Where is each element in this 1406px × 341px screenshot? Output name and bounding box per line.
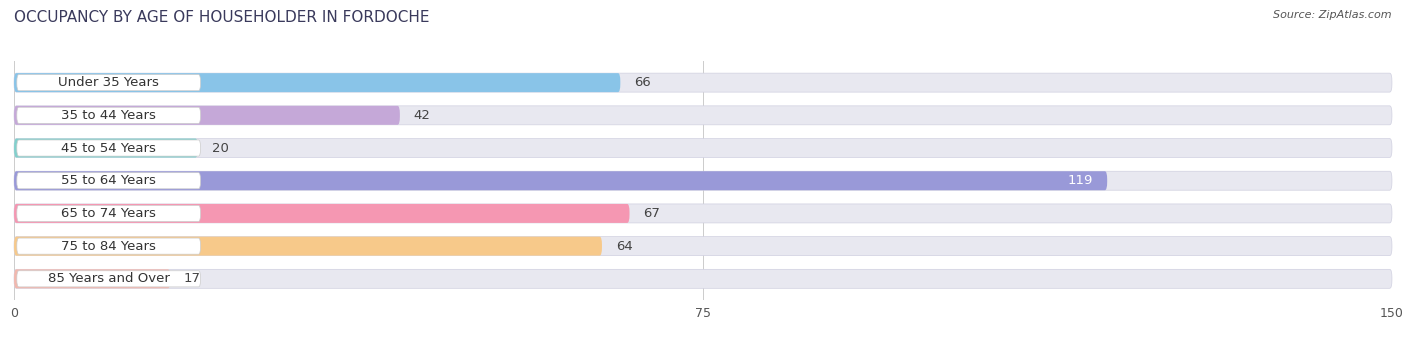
Text: 66: 66	[634, 76, 651, 89]
FancyBboxPatch shape	[17, 173, 201, 189]
FancyBboxPatch shape	[17, 271, 201, 287]
Text: 17: 17	[184, 272, 201, 285]
Text: Source: ZipAtlas.com: Source: ZipAtlas.com	[1274, 10, 1392, 20]
FancyBboxPatch shape	[17, 75, 201, 91]
Text: 85 Years and Over: 85 Years and Over	[48, 272, 170, 285]
Text: 64: 64	[616, 240, 633, 253]
FancyBboxPatch shape	[14, 204, 1392, 223]
FancyBboxPatch shape	[14, 73, 1392, 92]
FancyBboxPatch shape	[17, 140, 201, 156]
FancyBboxPatch shape	[14, 138, 1392, 158]
Text: 65 to 74 Years: 65 to 74 Years	[62, 207, 156, 220]
FancyBboxPatch shape	[17, 205, 201, 222]
Text: OCCUPANCY BY AGE OF HOUSEHOLDER IN FORDOCHE: OCCUPANCY BY AGE OF HOUSEHOLDER IN FORDO…	[14, 10, 430, 25]
Text: 45 to 54 Years: 45 to 54 Years	[62, 142, 156, 154]
Text: 119: 119	[1069, 174, 1094, 187]
FancyBboxPatch shape	[14, 138, 198, 158]
Text: 55 to 64 Years: 55 to 64 Years	[62, 174, 156, 187]
FancyBboxPatch shape	[14, 269, 170, 288]
FancyBboxPatch shape	[14, 204, 630, 223]
FancyBboxPatch shape	[14, 171, 1107, 190]
FancyBboxPatch shape	[14, 73, 620, 92]
Text: 20: 20	[211, 142, 228, 154]
FancyBboxPatch shape	[14, 106, 399, 125]
FancyBboxPatch shape	[14, 269, 1392, 288]
FancyBboxPatch shape	[17, 238, 201, 254]
Text: Under 35 Years: Under 35 Years	[58, 76, 159, 89]
Text: 75 to 84 Years: 75 to 84 Years	[62, 240, 156, 253]
FancyBboxPatch shape	[14, 237, 602, 256]
FancyBboxPatch shape	[14, 171, 1392, 190]
FancyBboxPatch shape	[17, 107, 201, 123]
Text: 35 to 44 Years: 35 to 44 Years	[62, 109, 156, 122]
Text: 42: 42	[413, 109, 430, 122]
FancyBboxPatch shape	[14, 237, 1392, 256]
FancyBboxPatch shape	[14, 106, 1392, 125]
Text: 67: 67	[644, 207, 661, 220]
